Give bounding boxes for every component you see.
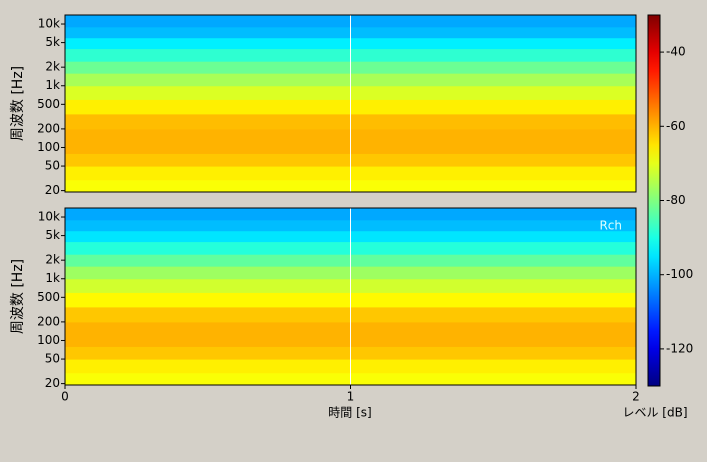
x-tick-label: 0 (61, 390, 69, 404)
y-tick-label: 10k (38, 17, 60, 31)
y-tick-label: 500 (37, 290, 60, 304)
channel-label: Rch (599, 219, 622, 233)
y-tick-label: 50 (45, 352, 60, 366)
y-tick-label: 100 (37, 140, 60, 154)
y-tick-label: 1k (45, 78, 60, 92)
y-tick-label: 20 (45, 376, 60, 390)
colorbar (647, 14, 661, 387)
y-tick-label: 2k (45, 253, 60, 267)
x-axis-label: 時間 [s] (328, 406, 371, 420)
y-tick-label: 500 (37, 97, 60, 111)
y-tick-label: 20 (45, 183, 60, 197)
y-tick-label: 2k (45, 60, 60, 74)
y-axis-label: 周波数 [Hz] (10, 259, 26, 334)
colorbar-tick-label: -120 (666, 341, 693, 355)
colorbar-tick-label: -100 (666, 267, 693, 281)
x-tick-label: 1 (347, 390, 355, 404)
y-axis-label: 周波数 [Hz] (10, 66, 26, 141)
y-tick-label: 1k (45, 271, 60, 285)
y-tick-label: 200 (37, 314, 60, 328)
y-tick-label: 10k (38, 210, 60, 224)
y-tick-label: 5k (45, 228, 60, 242)
colorbar-tick-label: -80 (666, 193, 686, 207)
plot-frame (64, 14, 637, 193)
y-tick-label: 5k (45, 35, 60, 49)
y-tick-label: 200 (37, 121, 60, 135)
colorbar-tick-label: -40 (666, 45, 686, 59)
x-tick-label: 2 (632, 390, 640, 404)
y-tick-label: 50 (45, 159, 60, 173)
colorbar-label: レベル [dB] (622, 406, 687, 420)
colorbar-tick-label: -60 (666, 119, 686, 133)
y-tick-label: 100 (37, 333, 60, 347)
